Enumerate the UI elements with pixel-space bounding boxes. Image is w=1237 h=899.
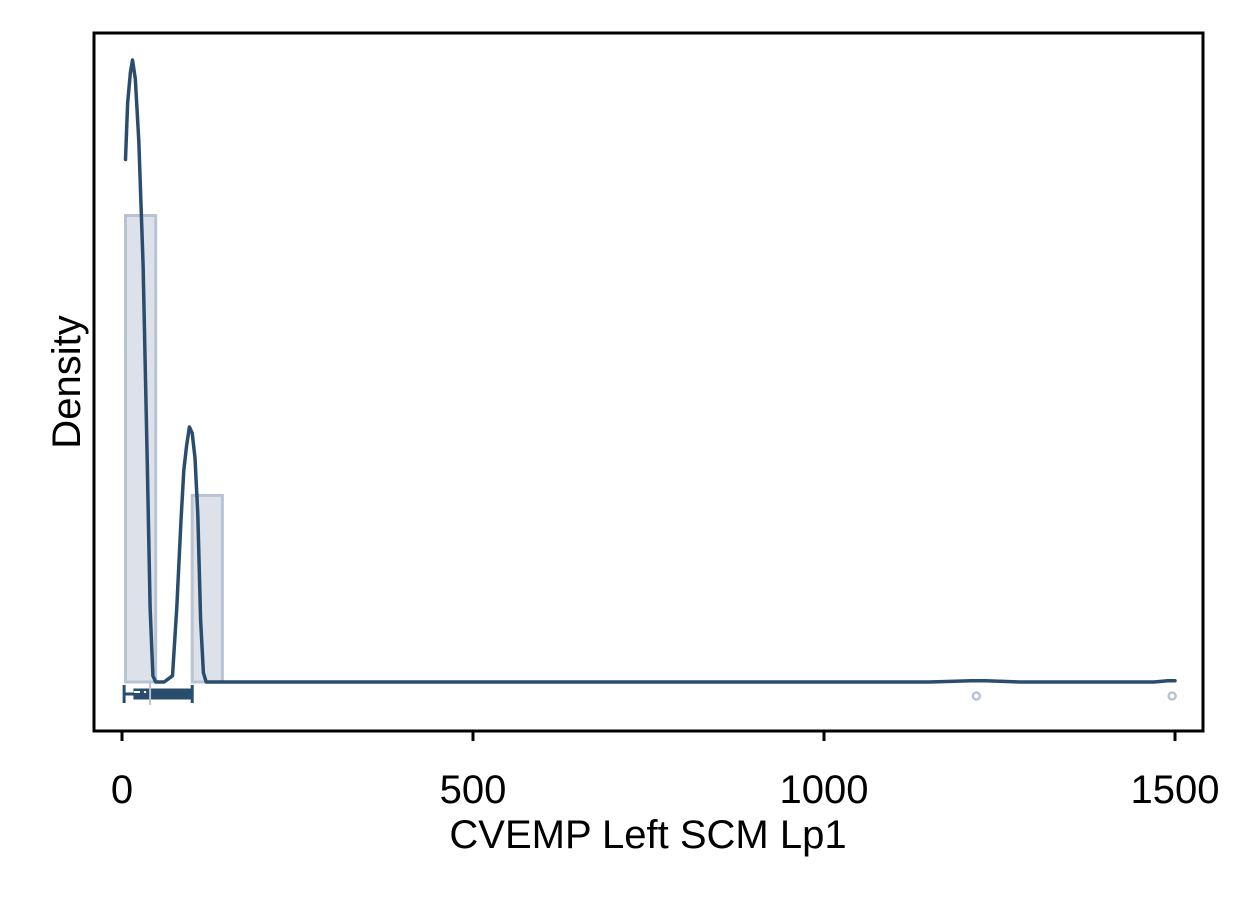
x-tick-label-500: 500 [440, 768, 507, 812]
x-tick-label-1000: 1000 [780, 768, 869, 812]
x-tick-label-1500: 1500 [1131, 768, 1220, 812]
plot-frame [92, 31, 1205, 733]
histogram-bars [124, 214, 224, 684]
density-curve-layer [123, 58, 1177, 684]
boxplot-layer [122, 683, 194, 705]
outlier-point-1 [971, 691, 982, 701]
histogram-bar-2 [190, 493, 224, 684]
x-axis-title: CVEMP Left SCM Lp1 [449, 813, 846, 857]
x-axis: 0 500 1000 1500 [111, 731, 1220, 812]
y-axis-title: Density [45, 315, 89, 448]
x-tick-label-0: 0 [111, 768, 133, 812]
density-curve [123, 58, 1177, 684]
boxplot-box [133, 688, 193, 700]
outlier-points [971, 691, 1177, 701]
outlier-point-2 [1167, 691, 1177, 701]
